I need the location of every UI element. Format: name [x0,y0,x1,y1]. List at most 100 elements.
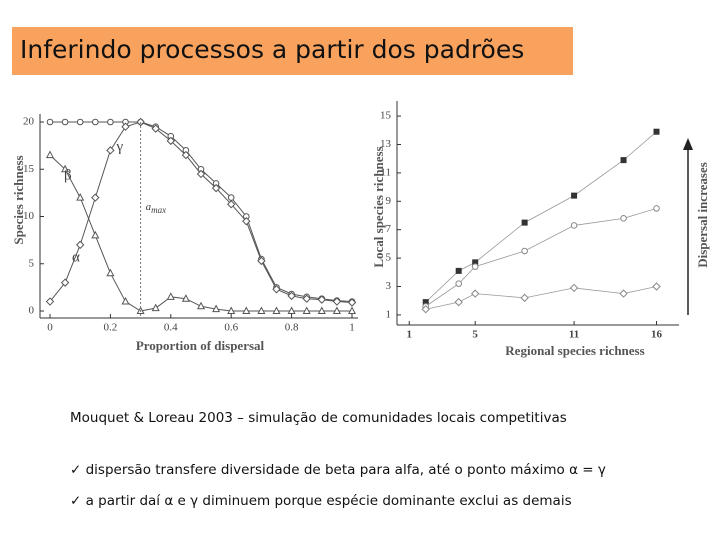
y-tick-label: 0 [29,305,35,317]
point [106,268,115,277]
point [317,306,326,314]
point [347,306,357,314]
y-tick-label: 9 [386,195,392,207]
x-tick-label: 11 [569,329,579,341]
x-tick-label: 0.8 [285,322,299,334]
point [45,297,55,306]
point [421,305,430,314]
point [196,301,206,310]
y-tick-label: 3 [386,280,392,292]
y-tick-label: 7 [386,223,392,235]
point [653,128,660,135]
annotation-text: a [146,201,152,213]
point [569,283,579,293]
point [272,306,281,314]
bullet-text: a partir daí α e γ diminuem porque espéc… [85,493,572,509]
check-icon: ✓ [70,462,82,478]
point [166,136,176,146]
x-axis-label: Regional species richness [505,343,644,358]
point [521,247,528,255]
point [91,230,100,239]
y-axis-label: Local species richness [371,146,386,267]
point [332,306,341,314]
point [75,240,85,250]
bullet-text: dispersão transfere diversidade de beta … [85,462,606,478]
y-tick-label: 15 [23,163,35,175]
point [61,164,70,173]
y-tick-label: 5 [386,252,392,264]
check-icon: ✓ [70,493,82,509]
point [302,294,311,303]
caption: Mouquet & Loreau 2003 – simulação de com… [70,410,567,426]
point [212,304,221,313]
point [181,150,191,160]
annotation-sub: max [151,205,166,215]
point [242,306,251,314]
point [272,285,281,294]
x-tick-label: 0 [47,322,53,334]
point [242,217,251,226]
point [302,306,311,314]
point [455,280,462,287]
point [227,306,236,314]
point [76,193,85,201]
slide-title: Inferindo processos a partir dos padrões [12,27,573,75]
point [454,297,463,307]
point [571,192,578,199]
point [620,215,627,222]
point [45,150,55,159]
point [287,306,296,314]
point [121,122,130,131]
point [92,118,99,126]
point [257,256,266,266]
series-label: α [72,250,80,266]
y-tick-label: 13 [380,138,392,150]
bullet: ✓ dispersão transfere diversidade de bet… [70,462,606,478]
point [471,263,479,270]
point [211,183,221,193]
point [151,303,160,312]
point [121,296,130,305]
y-tick-label: 1 [386,308,392,320]
point [653,205,660,212]
bullet: ✓ a partir daí α e γ diminuem porque esp… [70,493,572,509]
point [332,297,342,306]
point [196,169,206,179]
point [61,118,69,126]
point [520,293,529,303]
point [521,219,528,226]
point [166,292,175,300]
point [227,194,235,201]
series-label: γ [115,139,123,155]
point [151,124,160,133]
point [46,118,54,126]
point [347,298,357,307]
point [652,282,661,291]
point [257,306,266,314]
point [106,146,115,155]
y-tick-label: 11 [380,166,391,178]
y-tick-label: 15 [380,110,392,122]
point [181,294,190,302]
y-tick-label: 10 [23,210,35,222]
point [619,289,628,298]
point [317,295,327,304]
series-line [425,286,657,310]
y-tick-label: 5 [29,257,35,269]
x-tick-label: 0.2 [104,322,118,334]
x-axis-label: Proportion of dispersal [136,338,265,353]
x-tick-label: 16 [651,329,663,341]
y-axis-label: Species richness [11,155,26,244]
x-tick-label: 1 [349,322,355,334]
series-line [49,121,353,303]
arrow-head [683,138,693,150]
series-label: β [64,167,72,183]
arrow-label: Dispersal increases [695,162,710,268]
point [107,118,114,126]
point [91,193,100,202]
point [455,267,462,274]
series-line [50,121,353,303]
x-tick-label: 1 [406,329,412,341]
